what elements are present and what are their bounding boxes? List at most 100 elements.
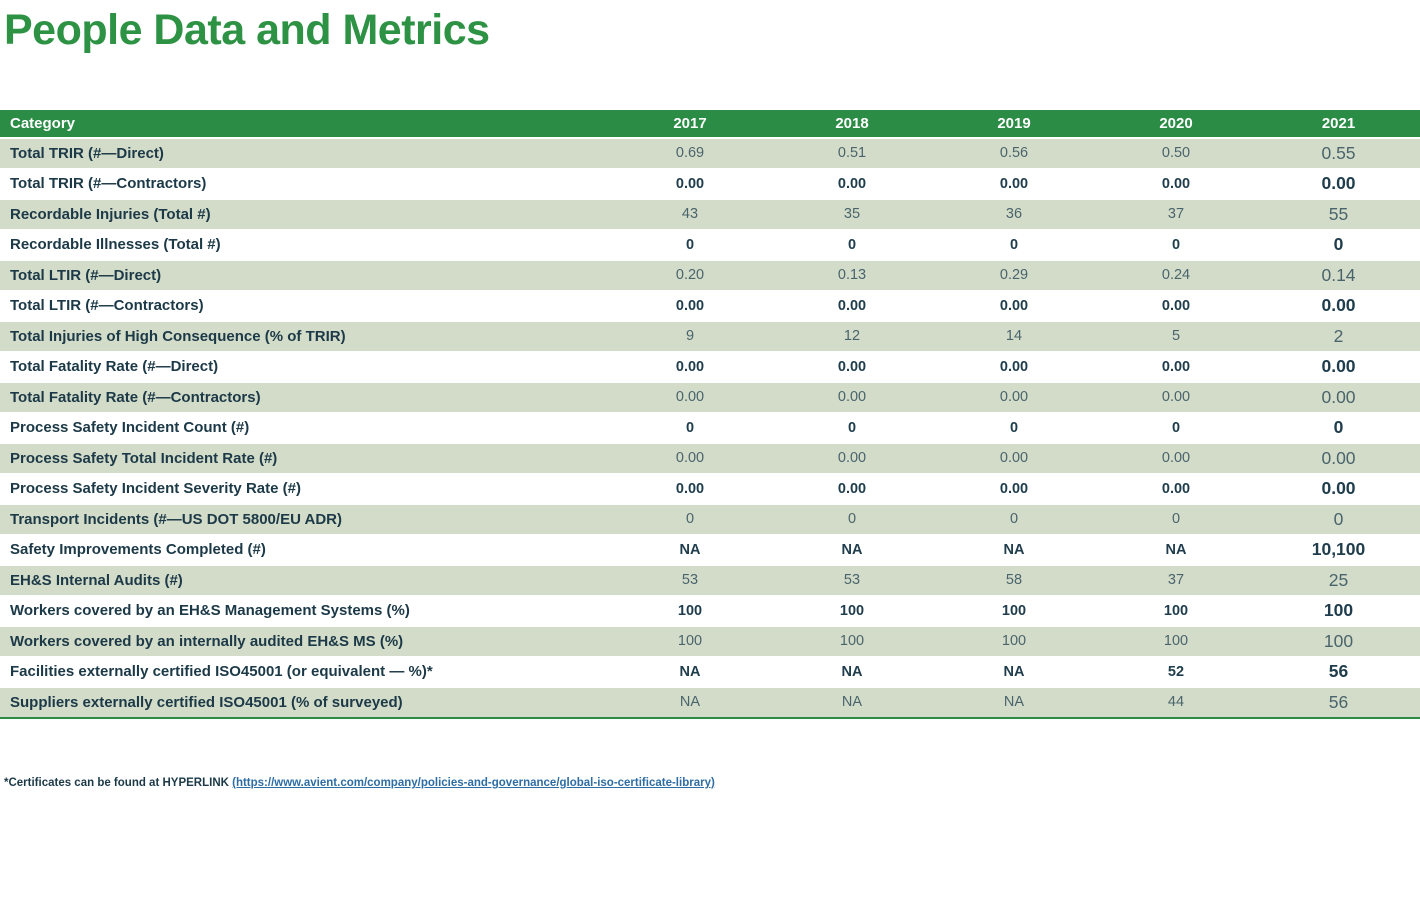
table-row: Recordable Illnesses (Total #) 0 0 0 0 0 xyxy=(0,229,1420,261)
table-row: Total Injuries of High Consequence (% of… xyxy=(0,321,1420,353)
cell-value-2020: 52 xyxy=(1095,656,1257,688)
cell-value-2020: 0.00 xyxy=(1095,382,1257,414)
cell-value-2020: NA xyxy=(1095,534,1257,566)
cell-value-2017: 0.69 xyxy=(609,138,771,170)
cell-value-2021: 10,100 xyxy=(1257,534,1420,566)
row-category-label: Total TRIR (#—Contractors) xyxy=(0,168,609,200)
table-row: Workers covered by an internally audited… xyxy=(0,626,1420,658)
cell-value-2017: 9 xyxy=(609,321,771,353)
table-row: Workers covered by an EH&S Management Sy… xyxy=(0,595,1420,627)
cell-value-2020: 0.00 xyxy=(1095,351,1257,383)
row-category-label: EH&S Internal Audits (#) xyxy=(0,565,609,597)
row-category-label: Total LTIR (#—Direct) xyxy=(0,260,609,292)
cell-value-2018: 35 xyxy=(771,199,933,231)
row-category-label: Process Safety Incident Count (#) xyxy=(0,412,609,444)
cell-value-2021: 0.00 xyxy=(1257,443,1420,475)
row-category-label: Workers covered by an internally audited… xyxy=(0,626,609,658)
cell-value-2018: 0.00 xyxy=(771,443,933,475)
cell-value-2019: NA xyxy=(933,687,1095,719)
cell-value-2017: 0.00 xyxy=(609,473,771,505)
cell-value-2019: 0 xyxy=(933,504,1095,536)
cell-value-2020: 0 xyxy=(1095,504,1257,536)
table-row: Facilities externally certified ISO45001… xyxy=(0,656,1420,688)
cell-value-2018: 0.00 xyxy=(771,473,933,505)
cell-value-2019: 0.00 xyxy=(933,473,1095,505)
cell-value-2019: 36 xyxy=(933,199,1095,231)
cell-value-2021: 56 xyxy=(1257,687,1420,719)
column-header-2017: 2017 xyxy=(609,110,771,139)
iso-certificate-library-link[interactable]: (https://www.avient.com/company/policies… xyxy=(232,777,715,789)
cell-value-2021: 100 xyxy=(1257,626,1420,658)
cell-value-2020: 100 xyxy=(1095,595,1257,627)
table-row: Recordable Injuries (Total #) 43 35 36 3… xyxy=(0,199,1420,231)
row-category-label: Total LTIR (#—Contractors) xyxy=(0,290,609,322)
cell-value-2021: 56 xyxy=(1257,656,1420,688)
table-row: Total Fatality Rate (#—Contractors) 0.00… xyxy=(0,382,1420,414)
cell-value-2017: NA xyxy=(609,656,771,688)
cell-value-2018: 0.13 xyxy=(771,260,933,292)
cell-value-2017: 0.20 xyxy=(609,260,771,292)
cell-value-2019: 0 xyxy=(933,412,1095,444)
table-row: Suppliers externally certified ISO45001 … xyxy=(0,687,1420,719)
cell-value-2017: 100 xyxy=(609,595,771,627)
row-category-label: Total Fatality Rate (#—Direct) xyxy=(0,351,609,383)
table-row: Total TRIR (#—Direct) 0.69 0.51 0.56 0.5… xyxy=(0,138,1420,170)
row-category-label: Process Safety Total Incident Rate (#) xyxy=(0,443,609,475)
cell-value-2021: 0.00 xyxy=(1257,382,1420,414)
cell-value-2018: 0.51 xyxy=(771,138,933,170)
cell-value-2020: 0.24 xyxy=(1095,260,1257,292)
row-category-label: Suppliers externally certified ISO45001 … xyxy=(0,687,609,719)
cell-value-2021: 0.00 xyxy=(1257,290,1420,322)
cell-value-2017: 0 xyxy=(609,229,771,261)
column-header-2020: 2020 xyxy=(1095,110,1257,139)
cell-value-2018: NA xyxy=(771,656,933,688)
cell-value-2019: NA xyxy=(933,656,1095,688)
row-category-label: Safety Improvements Completed (#) xyxy=(0,534,609,566)
table-row: Safety Improvements Completed (#) NA NA … xyxy=(0,534,1420,566)
cell-value-2021: 25 xyxy=(1257,565,1420,597)
row-category-label: Total Fatality Rate (#—Contractors) xyxy=(0,382,609,414)
cell-value-2017: 0.00 xyxy=(609,351,771,383)
cell-value-2017: 0.00 xyxy=(609,382,771,414)
footnote: *Certificates can be found at HYPERLINK … xyxy=(4,777,715,789)
table-row: Total TRIR (#—Contractors) 0.00 0.00 0.0… xyxy=(0,168,1420,200)
cell-value-2019: 100 xyxy=(933,595,1095,627)
cell-value-2017: 0 xyxy=(609,412,771,444)
cell-value-2021: 0.00 xyxy=(1257,351,1420,383)
cell-value-2021: 0 xyxy=(1257,504,1420,536)
column-header-2018: 2018 xyxy=(771,110,933,139)
cell-value-2019: 100 xyxy=(933,626,1095,658)
cell-value-2020: 0.50 xyxy=(1095,138,1257,170)
cell-value-2018: 53 xyxy=(771,565,933,597)
cell-value-2017: 43 xyxy=(609,199,771,231)
cell-value-2017: NA xyxy=(609,687,771,719)
cell-value-2018: 12 xyxy=(771,321,933,353)
cell-value-2019: 0.00 xyxy=(933,168,1095,200)
cell-value-2017: 0.00 xyxy=(609,443,771,475)
cell-value-2019: 14 xyxy=(933,321,1095,353)
row-category-label: Total Injuries of High Consequence (% of… xyxy=(0,321,609,353)
column-header-2019: 2019 xyxy=(933,110,1095,139)
cell-value-2020: 0.00 xyxy=(1095,290,1257,322)
cell-value-2018: 0 xyxy=(771,504,933,536)
cell-value-2017: 0 xyxy=(609,504,771,536)
cell-value-2019: 0.00 xyxy=(933,382,1095,414)
cell-value-2020: 0.00 xyxy=(1095,473,1257,505)
cell-value-2020: 44 xyxy=(1095,687,1257,719)
page-title: People Data and Metrics xyxy=(4,6,490,54)
cell-value-2017: 53 xyxy=(609,565,771,597)
row-category-label: Recordable Illnesses (Total #) xyxy=(0,229,609,261)
cell-value-2020: 0 xyxy=(1095,412,1257,444)
table-header-row: Category 2017 2018 2019 2020 2021 xyxy=(0,110,1420,139)
table-row: Process Safety Total Incident Rate (#) 0… xyxy=(0,443,1420,475)
cell-value-2021: 100 xyxy=(1257,595,1420,627)
cell-value-2018: 0.00 xyxy=(771,290,933,322)
cell-value-2021: 0.00 xyxy=(1257,473,1420,505)
row-category-label: Workers covered by an EH&S Management Sy… xyxy=(0,595,609,627)
cell-value-2020: 100 xyxy=(1095,626,1257,658)
cell-value-2020: 0.00 xyxy=(1095,443,1257,475)
cell-value-2020: 5 xyxy=(1095,321,1257,353)
cell-value-2021: 55 xyxy=(1257,199,1420,231)
cell-value-2021: 0 xyxy=(1257,412,1420,444)
